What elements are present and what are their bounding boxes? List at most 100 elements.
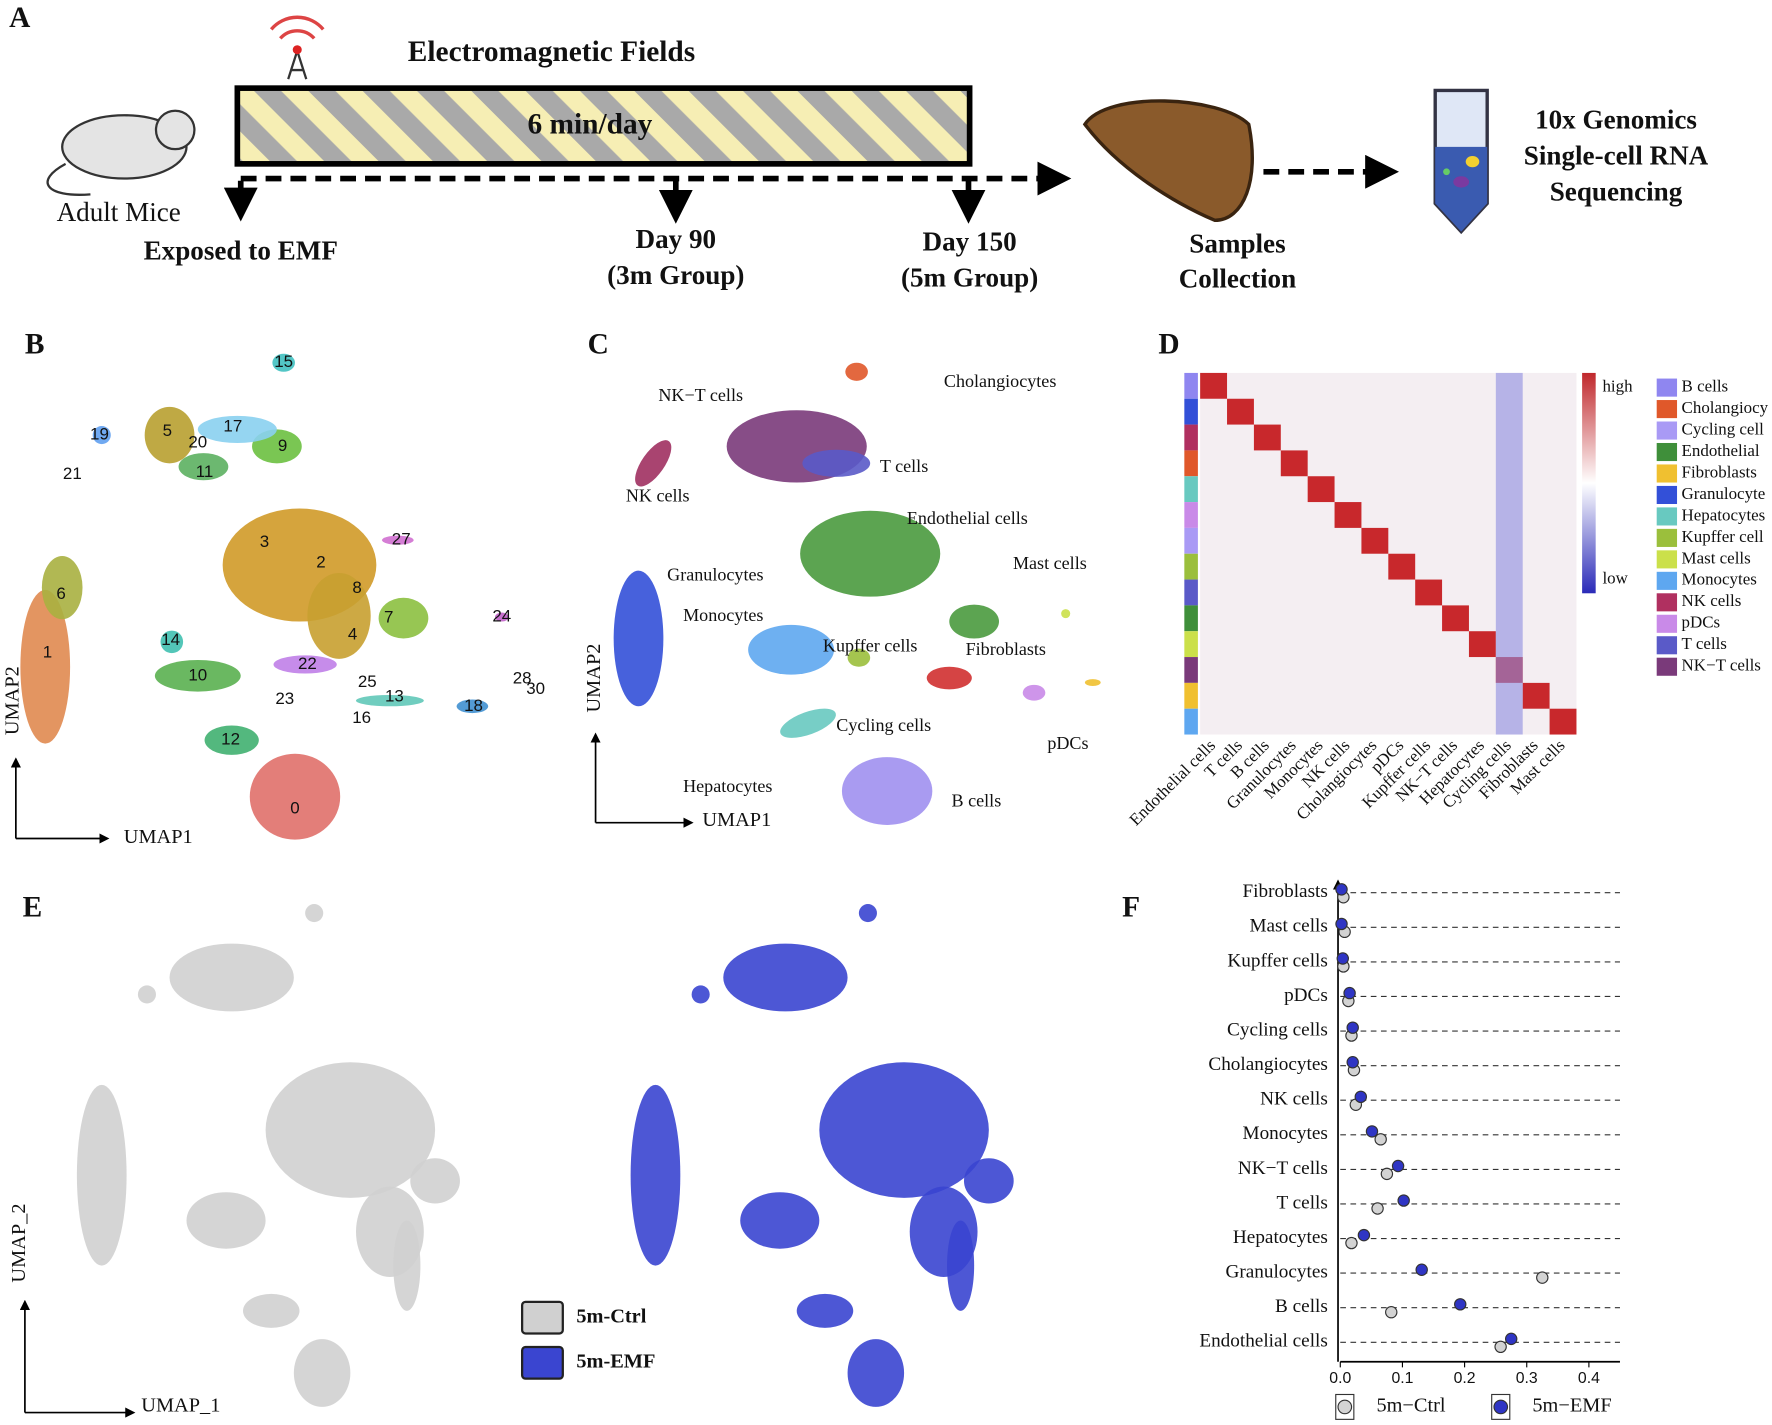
legend-label: Kupffer cell (1682, 527, 1764, 546)
cell-type-label: Hepatocytes (683, 776, 772, 796)
heatmap-block (1442, 605, 1469, 632)
dot (1336, 952, 1349, 965)
panel-letter: F (1122, 891, 1140, 923)
legend-key (1335, 1393, 1355, 1420)
heatmap-block (1200, 372, 1228, 399)
cluster-label: 3 (260, 532, 269, 551)
y-tick-label: Kupffer cells (1227, 950, 1327, 971)
legend-swatch (1656, 485, 1678, 505)
y-tick-label: Fibroblasts (1242, 881, 1327, 902)
cell-cluster (20, 589, 71, 744)
legend-label: B cells (1682, 376, 1729, 395)
legend-label: NK−T cells (1682, 656, 1761, 675)
heatmap-side (1184, 424, 1198, 451)
cluster-label: 30 (526, 679, 545, 698)
heatmap-side (1184, 372, 1198, 399)
dot (1504, 1332, 1518, 1346)
heatmap-side (1184, 579, 1198, 606)
heatmap-block (1253, 424, 1281, 451)
cell-cluster (410, 1158, 460, 1204)
label: Sequencing (1550, 177, 1683, 207)
cell-type-label: Granulocytes (667, 564, 763, 584)
heatmap-block (1227, 398, 1254, 425)
legend-key (1491, 1393, 1511, 1420)
label: (3m Group) (607, 260, 744, 290)
y-tick-label: T cells (1276, 1192, 1327, 1213)
cluster-label: 7 (384, 608, 393, 627)
cell-cluster (841, 757, 933, 825)
x-tick-label: 0.4 (1578, 1370, 1600, 1387)
heatmap-side (1184, 708, 1198, 735)
legend-swatch (1656, 442, 1678, 462)
panel-letter: A (9, 2, 30, 34)
cluster-label: 28 (513, 669, 532, 688)
cluster-label: 19 (90, 425, 109, 444)
legend-label: 5m−EMF (1532, 1395, 1611, 1417)
cell-cluster (272, 353, 295, 372)
cell-cluster (307, 572, 371, 659)
cluster-label: 24 (492, 606, 511, 625)
heatmap-side (1184, 502, 1198, 528)
cell-cluster (197, 415, 277, 443)
dot (1371, 1202, 1384, 1215)
axis-label: UMAP2 (583, 644, 605, 713)
cluster-label: 0 (290, 799, 299, 818)
cell-cluster (847, 1339, 905, 1407)
cluster-label: 12 (221, 730, 240, 749)
cell-cluster (1061, 609, 1071, 619)
cluster-label: 27 (392, 530, 411, 549)
heatmap-side (1184, 553, 1198, 580)
dot (1335, 917, 1348, 931)
label: (5m Group) (901, 262, 1038, 292)
cell-cluster (178, 453, 229, 481)
heatmap-col (1495, 372, 1523, 735)
cell-cluster (691, 985, 710, 1004)
cell-cluster (76, 1084, 127, 1266)
cell-cluster (963, 1158, 1014, 1204)
cell-cluster (154, 659, 241, 692)
legend-swatch (1656, 528, 1678, 547)
y-tick-label: Endothelial cells (1199, 1331, 1328, 1352)
legend-label: T cells (1682, 634, 1727, 653)
cluster-label: 15 (274, 352, 293, 371)
cell-type-label: Endothelial cells (907, 508, 1028, 528)
cluster-label: 10 (188, 665, 207, 684)
cell-cluster (780, 708, 836, 738)
cell-type-label: NK cells (626, 485, 690, 505)
legend-swatch (1656, 571, 1678, 590)
label: Samples (1189, 229, 1285, 259)
legend-swatch (520, 1345, 564, 1380)
legend-swatch (1656, 464, 1678, 483)
label: Day 150 (923, 226, 1017, 256)
legend-swatch (1656, 614, 1678, 633)
legend-label: NK cells (1682, 591, 1742, 610)
y-tick-label: NK−T cells (1238, 1158, 1328, 1179)
heatmap-block (1361, 527, 1389, 554)
cell-cluster (847, 648, 871, 667)
cell-cluster (796, 1293, 854, 1328)
legend-swatch (1656, 507, 1678, 526)
cell-cluster (1084, 679, 1101, 686)
panel-a-art (46, 15, 1489, 235)
dot (1494, 1340, 1507, 1354)
cell-cluster (378, 597, 429, 639)
legend-label: 5m−Ctrl (1376, 1395, 1445, 1417)
cell-cluster (926, 666, 972, 690)
cell-cluster (947, 1220, 975, 1311)
legend-dot (1337, 1399, 1353, 1415)
legend-swatch (1656, 400, 1678, 419)
legend-label: Cholangiocy (1682, 398, 1769, 417)
cell-cluster (613, 570, 664, 707)
cell-type-label: T cells (880, 456, 928, 476)
heatmap-block (1549, 708, 1577, 735)
y-tick-label: Granulocytes (1225, 1262, 1327, 1283)
dot (1391, 1159, 1405, 1173)
cell-cluster (273, 655, 337, 674)
legend-label: Endothelial (1682, 441, 1760, 460)
heatmap-block (1334, 502, 1362, 528)
cluster-label: 1 (43, 643, 52, 662)
cell-type-label: pDCs (1047, 733, 1088, 753)
dot (1343, 986, 1356, 1000)
cell-cluster (1022, 684, 1046, 701)
